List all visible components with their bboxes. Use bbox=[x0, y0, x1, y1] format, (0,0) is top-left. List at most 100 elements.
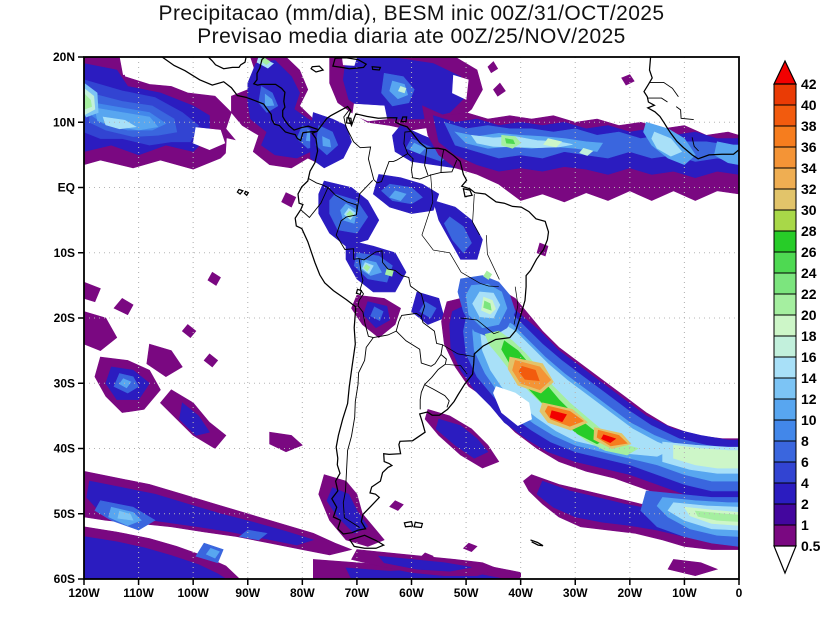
coastline bbox=[530, 539, 544, 547]
state-border-line bbox=[460, 317, 500, 335]
y-axis-tick-label: 60S bbox=[54, 572, 75, 586]
precip-contour-16 bbox=[579, 147, 594, 156]
coastline bbox=[207, 57, 247, 70]
colorbar-label: 42 bbox=[801, 76, 817, 92]
x-axis-tick-label: 20W bbox=[617, 586, 642, 600]
precip-contour-24 bbox=[505, 138, 516, 145]
colorbar-label: 38 bbox=[801, 118, 817, 134]
colorbar-cell bbox=[773, 104, 797, 127]
country-border-line bbox=[357, 305, 374, 339]
country-border-line bbox=[430, 159, 458, 176]
colorbar-cell bbox=[773, 314, 797, 337]
state-border-line bbox=[461, 271, 499, 288]
state-border-line bbox=[445, 363, 468, 375]
colorbar-cell bbox=[773, 230, 797, 253]
y-axis-tick-label: EQ bbox=[58, 181, 75, 195]
coastline bbox=[462, 188, 473, 198]
country-border-line bbox=[440, 149, 445, 173]
x-axis-tick-label: 60W bbox=[399, 586, 424, 600]
precip-contour-12 bbox=[117, 510, 134, 521]
country-border-line bbox=[424, 384, 450, 408]
colorbar-cell bbox=[773, 335, 797, 358]
x-axis-tick-label: 70W bbox=[345, 586, 370, 600]
precip-contour-0.5 bbox=[487, 61, 499, 74]
country-border-line bbox=[343, 108, 378, 184]
precip-contour-38 bbox=[518, 365, 540, 381]
colorbar-label: 40 bbox=[801, 97, 817, 113]
coastline bbox=[161, 57, 318, 142]
colorbar-label: 12 bbox=[801, 391, 817, 407]
precip-contour-0.5 bbox=[146, 343, 183, 378]
country-border-line bbox=[308, 178, 329, 188]
precip-contour-0.5 bbox=[536, 242, 549, 257]
precip-contour-20 bbox=[363, 264, 371, 272]
country-border-line bbox=[335, 214, 360, 260]
precip-contour-42 bbox=[549, 410, 567, 423]
precip-contour-2 bbox=[84, 536, 227, 579]
x-axis-tick-label: 100W bbox=[177, 586, 209, 600]
coastline bbox=[294, 105, 550, 535]
precip-contour-6 bbox=[370, 306, 384, 322]
country-border-line bbox=[675, 106, 694, 121]
precip-contour-0.5 bbox=[84, 311, 118, 351]
precip-contour-2 bbox=[378, 555, 472, 572]
country-border-line bbox=[358, 250, 426, 317]
precip-contour-6 bbox=[443, 216, 472, 254]
axis-labels: 120W 110W 100W 90W 80W 70W 60W 50W 40W 30W 20W 10W 0… bbox=[53, 50, 743, 600]
x-axis-tick-label: 110W bbox=[123, 586, 154, 600]
precip-contour-16 bbox=[397, 86, 407, 94]
colorbar-cell bbox=[773, 356, 797, 379]
colorbar-cell bbox=[773, 482, 797, 505]
state-border-line bbox=[442, 344, 474, 357]
y-axis-tick-label: 10N bbox=[53, 115, 75, 129]
country-border-line bbox=[407, 153, 431, 180]
coastline bbox=[371, 66, 382, 71]
colorbar-label: 8 bbox=[801, 433, 809, 449]
colorbar-label: 36 bbox=[801, 139, 817, 155]
colorbar-label: 14 bbox=[801, 370, 817, 386]
precip-contour-18 bbox=[543, 138, 563, 148]
precip-contour-0.5 bbox=[621, 74, 635, 86]
precip-contour-10 bbox=[389, 190, 407, 201]
colorbar-arrow-bottom bbox=[773, 545, 797, 575]
country-border-line bbox=[373, 312, 422, 339]
precip-contour-6 bbox=[419, 301, 437, 319]
chart-title-line1: Precipitacao (mm/dia), BESM inic 00Z/31/… bbox=[158, 2, 665, 25]
colorbar-label: 32 bbox=[801, 181, 817, 197]
precip-contour-14 bbox=[651, 131, 683, 157]
precip-contour-10 bbox=[264, 93, 275, 107]
y-axis-tick-label: 50S bbox=[54, 507, 75, 521]
colorbar-cell bbox=[773, 524, 797, 547]
precip-contour-0.5 bbox=[281, 192, 297, 208]
country-border-line bbox=[376, 153, 408, 184]
colorbar-label: 24 bbox=[801, 265, 817, 281]
country-border-line bbox=[327, 187, 358, 215]
precip-contour-20 bbox=[694, 510, 739, 522]
colorbar-label: 0.5 bbox=[801, 538, 821, 554]
coastline bbox=[310, 65, 325, 73]
precip-contour-22 bbox=[483, 300, 492, 311]
colorbar-label: 6 bbox=[801, 454, 809, 470]
precip-contour-0.5 bbox=[462, 542, 478, 552]
coastline bbox=[236, 188, 244, 195]
state-border-line bbox=[421, 234, 462, 273]
colorbar-cell bbox=[773, 146, 797, 169]
x-axis-tick-label: 30W bbox=[563, 586, 588, 600]
precip-contour-10 bbox=[322, 136, 332, 148]
state-border-line bbox=[513, 286, 519, 325]
precip-contour-10 bbox=[94, 107, 159, 131]
country-border-line bbox=[342, 337, 374, 528]
precip-contour-w bbox=[493, 386, 532, 427]
precip-contour-42 bbox=[601, 434, 617, 443]
colorbar-cell bbox=[773, 503, 797, 526]
colorbar-cell bbox=[773, 377, 797, 400]
country-border-line bbox=[395, 330, 442, 367]
y-axis-tick-label: 30S bbox=[54, 376, 75, 390]
grid-lines bbox=[84, 57, 739, 579]
coastline bbox=[413, 521, 424, 529]
coastline bbox=[643, 57, 739, 160]
colorbar-cell bbox=[773, 209, 797, 232]
colorbar-arrow-top bbox=[773, 59, 797, 85]
y-axis-tick-label: 20N bbox=[53, 50, 75, 64]
